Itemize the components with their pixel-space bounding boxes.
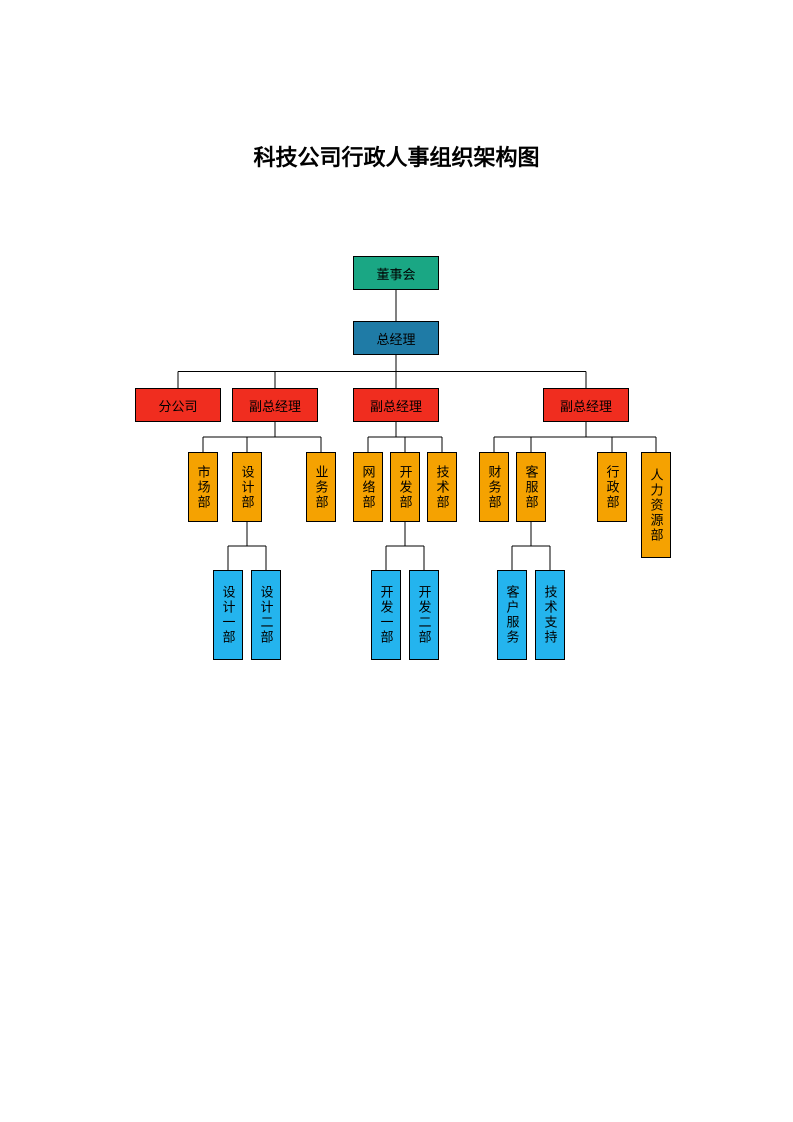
node-techsup: 技术支持 bbox=[535, 570, 565, 660]
node-hr: 人力资源部 bbox=[641, 452, 671, 558]
node-admin: 行政部 bbox=[597, 452, 627, 522]
node-network: 网络部 bbox=[353, 452, 383, 522]
node-business: 业务部 bbox=[306, 452, 336, 522]
node-dev1: 开发一部 bbox=[371, 570, 401, 660]
node-custsvc: 客户服务 bbox=[497, 570, 527, 660]
node-dev2: 开发二部 bbox=[409, 570, 439, 660]
node-dgm3: 副总经理 bbox=[543, 388, 629, 422]
node-design1: 设计一部 bbox=[213, 570, 243, 660]
node-gm: 总经理 bbox=[353, 321, 439, 355]
node-dev: 开发部 bbox=[390, 452, 420, 522]
node-tech: 技术部 bbox=[427, 452, 457, 522]
node-design: 设计部 bbox=[232, 452, 262, 522]
node-design2: 设计二部 bbox=[251, 570, 281, 660]
node-market: 市场部 bbox=[188, 452, 218, 522]
node-branch: 分公司 bbox=[135, 388, 221, 422]
node-finance: 财务部 bbox=[479, 452, 509, 522]
node-dgm2: 副总经理 bbox=[353, 388, 439, 422]
node-cs: 客服部 bbox=[516, 452, 546, 522]
page-title: 科技公司行政人事组织架构图 bbox=[0, 140, 793, 172]
node-board: 董事会 bbox=[353, 256, 439, 290]
node-dgm1: 副总经理 bbox=[232, 388, 318, 422]
